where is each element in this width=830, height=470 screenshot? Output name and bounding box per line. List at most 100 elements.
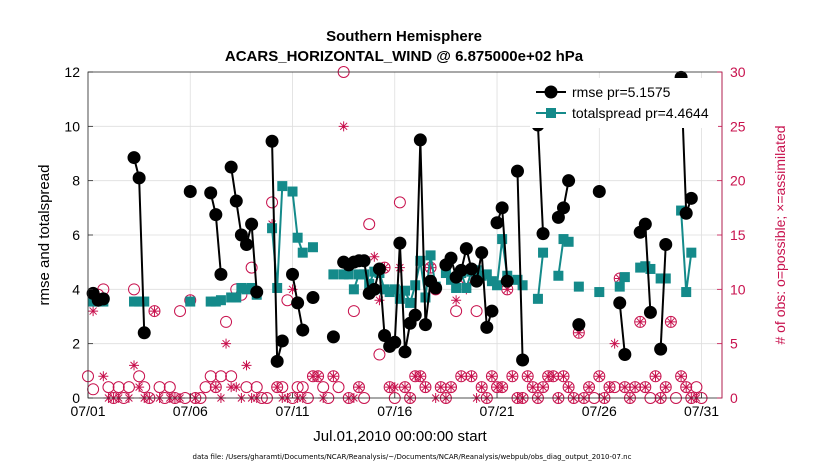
- chart-title: Southern Hemisphere: [326, 28, 482, 45]
- assimilated-obs-marker: [446, 382, 457, 393]
- possible-obs-marker: [583, 381, 596, 394]
- rmse-point: [96, 292, 110, 306]
- rmse-point: [654, 342, 668, 356]
- totalspread-point: [394, 293, 405, 304]
- possible-obs-marker: [675, 370, 688, 383]
- possible-obs-marker: [393, 196, 406, 209]
- assimilated-obs-marker: [665, 316, 676, 327]
- legend-box: [530, 78, 718, 128]
- assimilated-obs-marker: [384, 382, 395, 393]
- assimilated-obs-marker: [486, 371, 497, 382]
- assimilated-obs-marker: [548, 371, 559, 382]
- y-tick-label: 6: [72, 227, 80, 243]
- totalspread-point: [236, 282, 247, 293]
- assimilated-obs-marker: [389, 382, 400, 393]
- possible-obs-marker: [562, 381, 575, 394]
- rmse-point: [367, 282, 381, 296]
- possible-obs-marker: [521, 370, 534, 383]
- totalspread-point: [287, 186, 298, 197]
- assimilated-obs-marker: [507, 371, 518, 382]
- x-tick-label: 07/16: [377, 403, 412, 419]
- possible-obs-marker: [271, 381, 284, 394]
- totalspread-point: [415, 255, 426, 266]
- rmse-point: [296, 323, 310, 337]
- possible-obs-marker: [112, 381, 125, 394]
- assimilated-obs-marker: [435, 382, 446, 393]
- totalspread-point: [492, 280, 503, 291]
- possible-obs-marker: [102, 381, 115, 394]
- totalspread-point: [481, 269, 492, 280]
- totalspread-point: [614, 281, 625, 292]
- rmse-point: [413, 133, 427, 147]
- assimilated-obs-marker: [476, 382, 487, 393]
- assimilated-obs-marker: [619, 382, 630, 393]
- rmse-point: [444, 251, 458, 265]
- possible-obs-marker: [225, 370, 238, 383]
- totalspread-point: [440, 268, 451, 279]
- y2-axis-label: # of obs: o=possible; ×=assimilated: [772, 125, 788, 344]
- legend: rmse pr=5.1575 totalspread pr=4.4644: [530, 78, 718, 128]
- assimilated-obs-marker: [98, 371, 109, 382]
- totalspread-point: [226, 292, 237, 303]
- possible-obs-marker: [133, 370, 146, 383]
- legend-spread-label: totalspread pr=4.4644: [572, 105, 709, 121]
- totalspread-point: [517, 280, 528, 291]
- rmse-point: [659, 238, 673, 252]
- rmse-point: [137, 326, 151, 340]
- assimilated-obs-marker: [681, 382, 692, 393]
- y2-tick-label: 10: [730, 281, 746, 297]
- y2-tick-label: 0: [730, 390, 738, 406]
- totalspread-point: [619, 272, 630, 283]
- rmse-point: [250, 285, 264, 299]
- possible-obs-marker: [220, 315, 233, 328]
- possible-obs-marker: [470, 305, 483, 318]
- y-tick-label: 10: [64, 118, 80, 134]
- totalspread-point: [338, 269, 349, 280]
- totalspread-point: [328, 269, 339, 280]
- y2-tick-label: 20: [730, 173, 746, 189]
- totalspread-point: [215, 295, 226, 306]
- y-tick-label: 2: [72, 336, 80, 352]
- totalspread-point: [246, 282, 257, 293]
- assimilated-obs-marker: [353, 382, 364, 393]
- possible-obs-marker: [352, 381, 365, 394]
- assimilated-obs-marker: [497, 382, 508, 393]
- totalspread-point: [573, 281, 584, 292]
- assimilated-obs-marker: [558, 371, 569, 382]
- y-tick-label: 4: [72, 281, 80, 297]
- possible-obs-marker: [664, 315, 677, 328]
- rmse-point: [270, 354, 284, 368]
- assimilated-obs-marker: [369, 251, 380, 262]
- rmse-point: [638, 217, 652, 231]
- totalspread-point: [563, 236, 574, 247]
- totalspread-point: [645, 263, 656, 274]
- assimilated-obs-marker: [584, 382, 595, 393]
- assimilated-obs-marker: [400, 382, 410, 393]
- y2-tick-label: 15: [730, 227, 746, 243]
- y2-tick-label: 5: [730, 336, 738, 352]
- totalspread-point: [343, 269, 354, 280]
- possible-obs-marker: [296, 381, 309, 394]
- assimilated-obs-marker: [609, 338, 620, 349]
- totalspread-point: [231, 292, 242, 303]
- possible-obs-marker: [347, 305, 360, 318]
- assimilated-obs-marker: [272, 382, 283, 393]
- assimilated-obs-marker: [149, 306, 160, 317]
- rmse-point: [234, 228, 248, 242]
- totalspread-point: [353, 269, 364, 280]
- rmse-point: [229, 194, 243, 208]
- legend-rmse-label: rmse pr=5.1575: [572, 84, 671, 100]
- possible-obs-marker: [291, 381, 304, 394]
- assimilated-obs-marker: [466, 371, 477, 382]
- assimilated-obs-marker: [287, 284, 298, 295]
- possible-obs-marker: [327, 370, 340, 383]
- totalspread-point: [379, 284, 390, 295]
- rmse-point: [459, 242, 473, 256]
- rmse-point: [536, 227, 550, 241]
- assimilated-obs-marker: [640, 382, 651, 393]
- totalspread-point: [292, 232, 303, 243]
- possible-obs-marker: [245, 261, 258, 274]
- totalspread-point: [389, 284, 400, 295]
- rmse-point: [454, 263, 468, 277]
